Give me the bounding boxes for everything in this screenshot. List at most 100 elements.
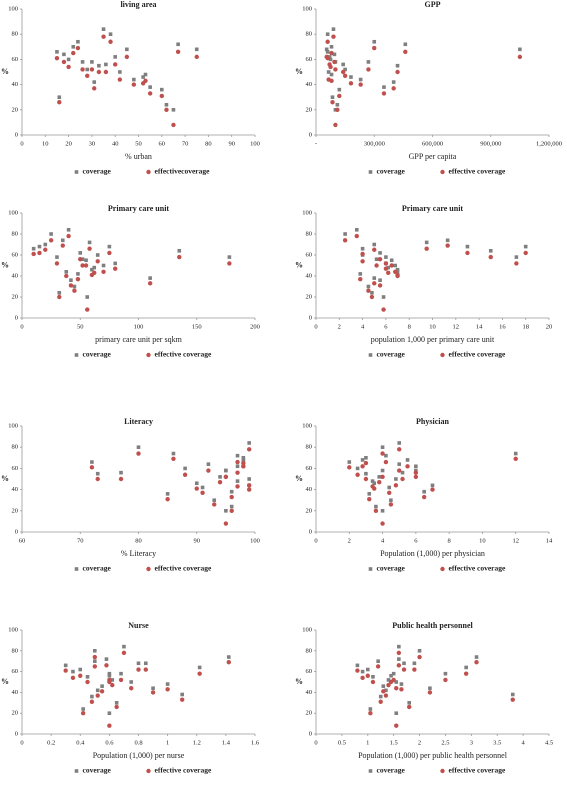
point — [114, 701, 119, 705]
y-axis-label: % — [295, 474, 303, 483]
point — [92, 664, 98, 669]
point — [384, 688, 388, 693]
point — [366, 284, 371, 289]
point — [523, 244, 528, 249]
point — [381, 689, 386, 694]
point — [165, 687, 170, 692]
legend-marker — [74, 567, 79, 571]
x-tick-label: 0 — [20, 739, 23, 746]
point — [389, 673, 393, 678]
point — [421, 494, 427, 500]
point — [85, 295, 90, 299]
point — [122, 644, 126, 649]
point — [386, 270, 391, 276]
point — [377, 479, 382, 485]
point — [358, 276, 363, 282]
point — [377, 257, 383, 262]
point — [399, 682, 404, 686]
legend-label: effective coverage — [449, 564, 507, 573]
point — [60, 238, 65, 243]
y-tick-label: 0 — [309, 730, 312, 737]
point — [71, 45, 76, 49]
legend-marker — [146, 352, 151, 358]
point — [324, 54, 329, 60]
point — [363, 460, 369, 466]
point — [378, 699, 383, 704]
point — [229, 494, 234, 500]
point — [445, 243, 450, 248]
point — [175, 49, 181, 55]
point — [445, 238, 450, 243]
x-tick-label: 90 — [194, 537, 201, 544]
point — [66, 64, 71, 70]
x-tick-label: 14 — [546, 537, 553, 544]
point — [100, 684, 104, 688]
point — [107, 250, 112, 256]
point — [241, 460, 246, 466]
y-axis-label: % — [1, 260, 9, 269]
point — [393, 263, 398, 268]
x-tick-label: 600,000 — [422, 140, 443, 147]
point — [31, 246, 36, 251]
point — [71, 50, 76, 56]
point — [246, 487, 252, 492]
point — [62, 52, 66, 57]
x-tick-label: 100 — [250, 140, 260, 147]
legend-marker — [74, 170, 79, 174]
point — [72, 288, 77, 293]
y-tick-label: 20 — [306, 507, 313, 514]
point — [365, 673, 370, 678]
y-tick-label: 60 — [306, 56, 313, 63]
legend-label: effective coverage — [155, 350, 213, 359]
point — [376, 659, 380, 663]
y-tick-label: 0 — [15, 730, 18, 737]
point — [370, 679, 376, 685]
point — [136, 445, 141, 449]
point — [92, 80, 97, 84]
y-axis-label: % — [295, 260, 303, 269]
point — [325, 39, 330, 44]
point — [101, 269, 106, 274]
legend-marker — [146, 768, 151, 774]
point — [417, 654, 422, 660]
point — [413, 470, 419, 475]
point — [61, 59, 67, 65]
point — [358, 82, 363, 87]
point — [80, 60, 85, 64]
point — [464, 665, 468, 670]
x-tick-label: 60 — [159, 140, 166, 147]
point — [378, 251, 382, 255]
x-axis-label: Population (1,000) per physician — [380, 549, 485, 558]
x-tick-label: 6 — [384, 323, 388, 330]
point — [372, 39, 377, 44]
y-tick-label: 0 — [309, 131, 312, 138]
chart-title: GPP — [425, 0, 441, 9]
point — [119, 671, 123, 676]
point — [131, 82, 137, 87]
point — [407, 704, 412, 710]
point — [381, 684, 386, 688]
point — [360, 669, 365, 674]
legend-label: effective coverage — [449, 167, 507, 176]
x-tick-label: 70 — [182, 140, 189, 147]
point — [523, 250, 528, 256]
point — [143, 72, 148, 77]
point — [197, 665, 202, 670]
legend-label: coverage — [83, 564, 112, 573]
x-tick-label: 10 — [42, 140, 49, 147]
point — [443, 677, 448, 683]
point — [386, 678, 391, 682]
point — [383, 459, 389, 465]
point — [397, 468, 402, 473]
point — [405, 464, 410, 469]
point — [125, 47, 129, 52]
point — [104, 62, 108, 67]
point — [510, 692, 515, 697]
x-tick-label: 20 — [65, 140, 72, 147]
point — [129, 680, 134, 684]
point — [90, 694, 94, 699]
point — [103, 69, 109, 75]
point — [360, 458, 365, 462]
point — [337, 93, 342, 99]
point — [117, 77, 123, 82]
